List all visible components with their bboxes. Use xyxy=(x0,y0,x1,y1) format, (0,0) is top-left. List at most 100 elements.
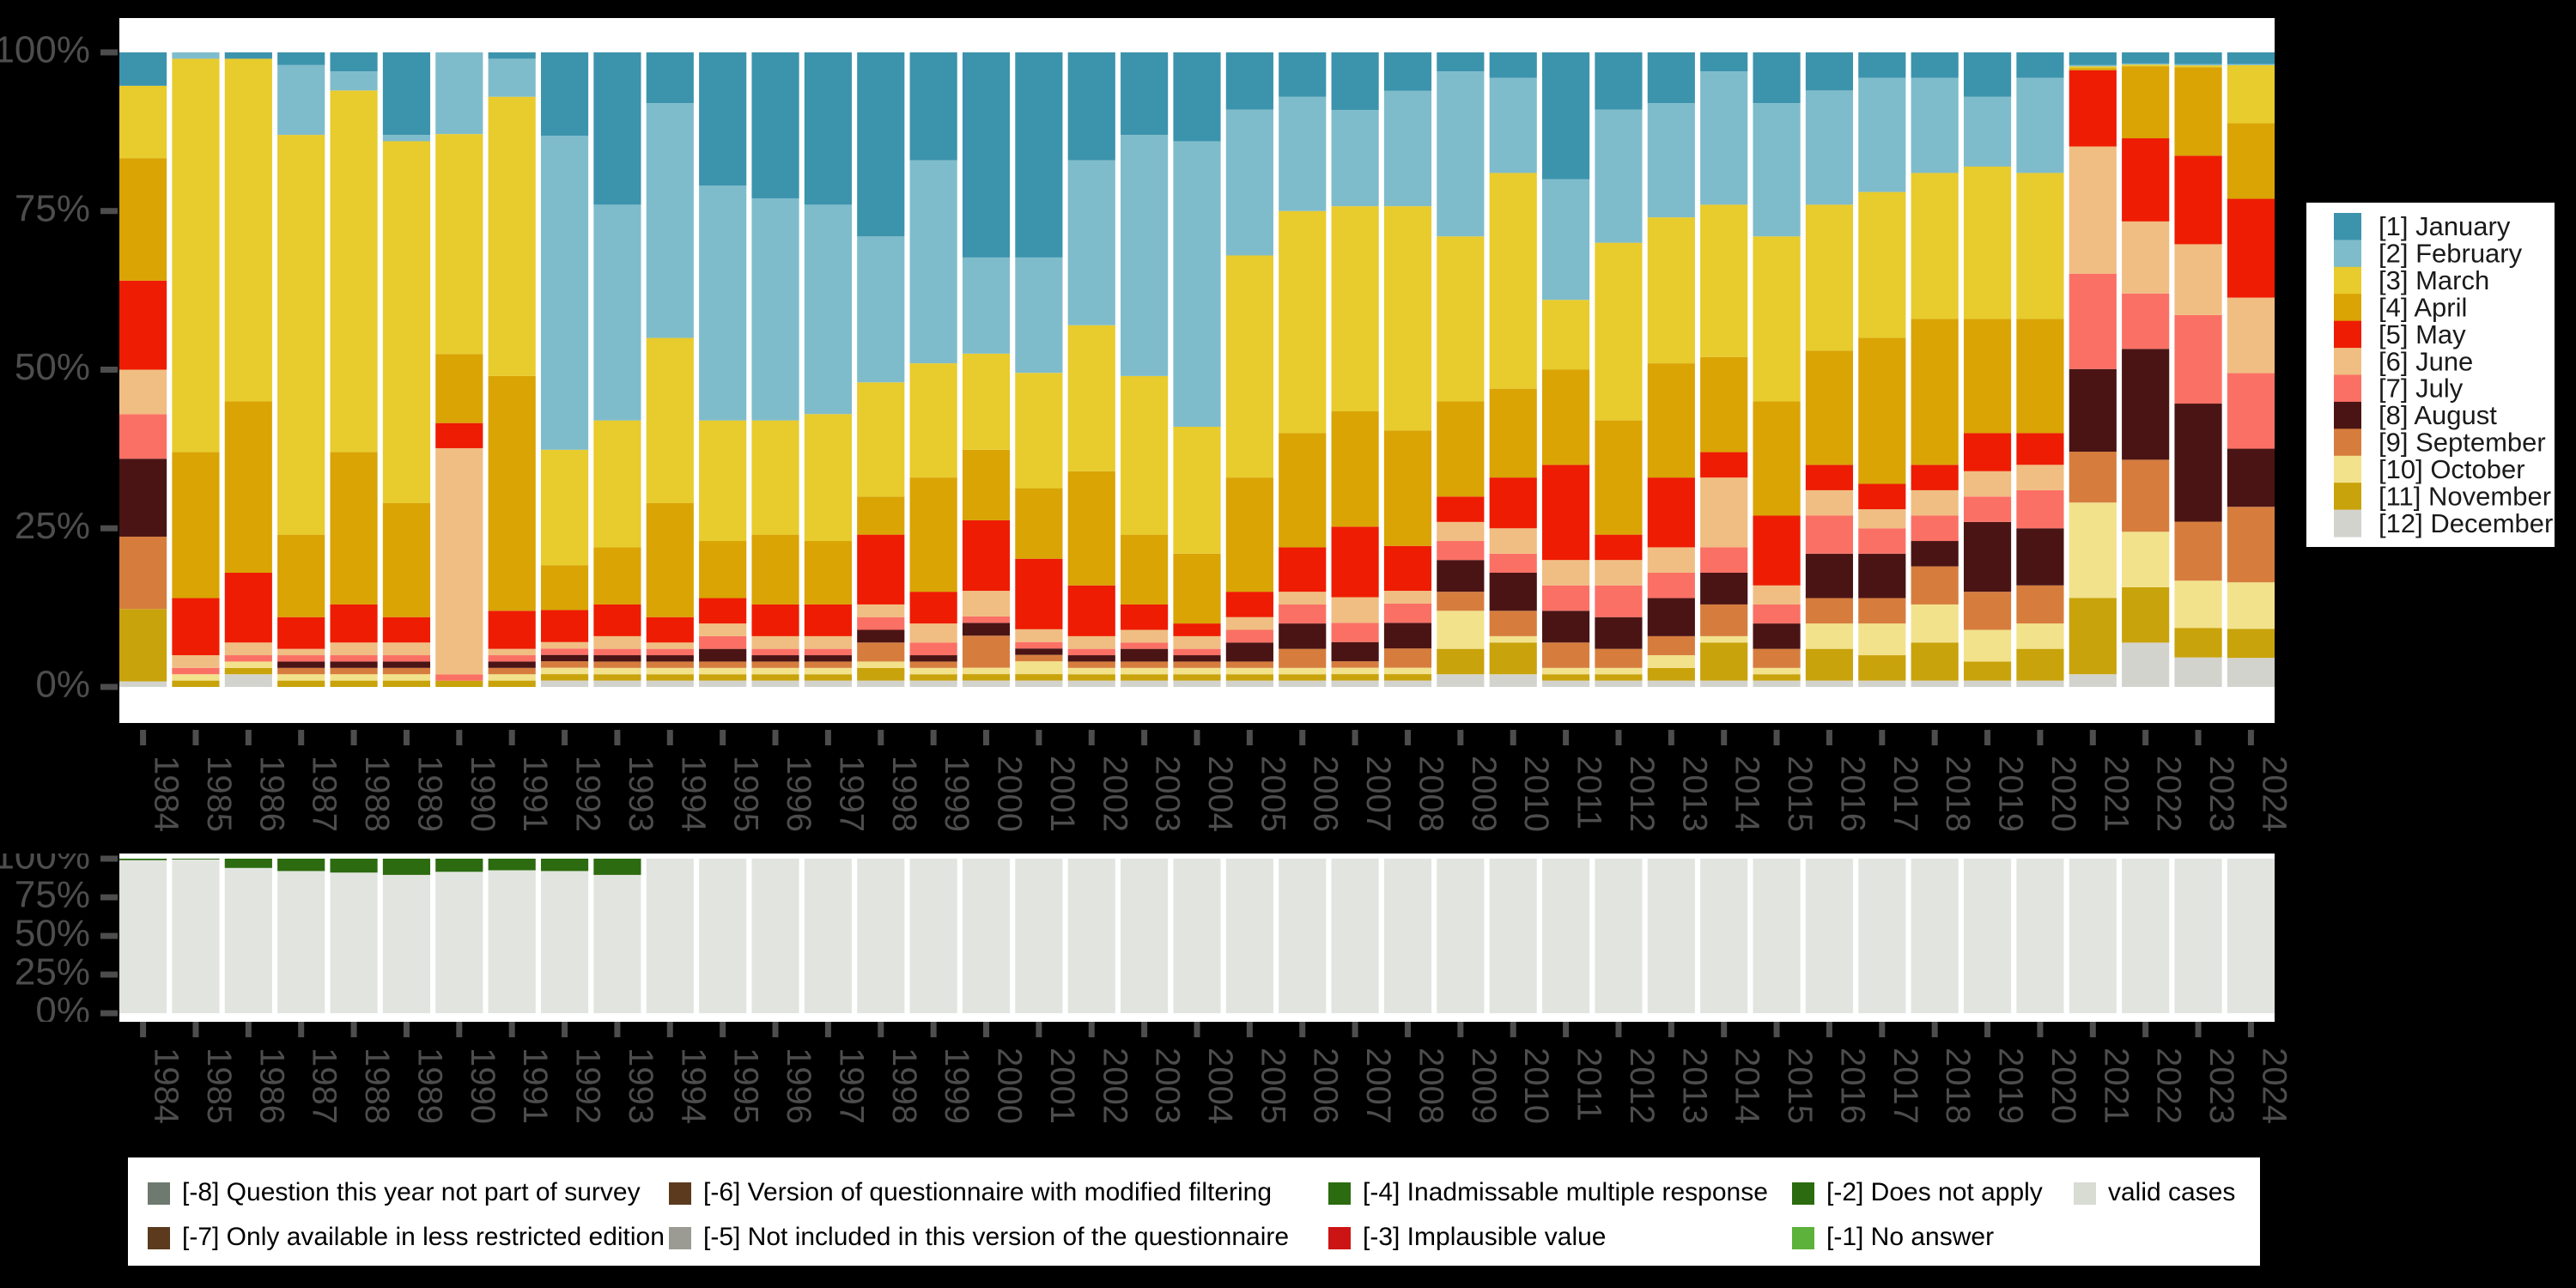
svg-text:2021: 2021 xyxy=(2097,1048,2135,1124)
svg-text:1993: 1993 xyxy=(622,1048,659,1124)
svg-text:1986: 1986 xyxy=(252,1048,290,1124)
svg-text:1995: 1995 xyxy=(727,1048,765,1124)
svg-text:1998: 1998 xyxy=(885,756,923,832)
svg-text:2020: 2020 xyxy=(2044,756,2082,832)
svg-text:2005: 2005 xyxy=(1254,1048,1291,1124)
svg-text:[-5] Not included in this vers: [-5] Not included in this version of the… xyxy=(703,1223,1289,1251)
svg-text:2013: 2013 xyxy=(1675,1048,1713,1124)
svg-text:[10] October: [10] October xyxy=(2379,454,2525,484)
svg-text:2011: 2011 xyxy=(1571,756,1608,829)
svg-text:2003: 2003 xyxy=(1149,1048,1187,1124)
svg-text:[7] July: [7] July xyxy=(2379,374,2464,404)
svg-text:1984: 1984 xyxy=(148,1048,185,1124)
svg-text:1997: 1997 xyxy=(832,1048,870,1124)
svg-text:1985: 1985 xyxy=(200,756,238,832)
svg-text:1989: 1989 xyxy=(410,1048,448,1124)
svg-text:2022: 2022 xyxy=(2150,1048,2188,1124)
svg-text:2024: 2024 xyxy=(2255,1048,2293,1124)
svg-text:2005: 2005 xyxy=(1254,756,1291,832)
svg-text:2000: 2000 xyxy=(991,756,1029,832)
svg-text:1988: 1988 xyxy=(358,1048,396,1124)
svg-text:2001: 2001 xyxy=(1043,756,1081,832)
svg-text:2008: 2008 xyxy=(1412,756,1449,832)
svg-text:1995: 1995 xyxy=(727,756,765,832)
svg-text:[2] February: [2] February xyxy=(2379,239,2523,269)
svg-text:1985: 1985 xyxy=(200,1048,238,1124)
svg-text:2010: 2010 xyxy=(1517,756,1555,832)
svg-text:[11] November: [11] November xyxy=(2379,481,2551,511)
svg-text:1996: 1996 xyxy=(780,1048,817,1124)
svg-text:2001: 2001 xyxy=(1043,1048,1081,1124)
svg-text:[-3] Implausible value: [-3] Implausible value xyxy=(1363,1223,1606,1251)
svg-text:[-2] Does not apply: [-2] Does not apply xyxy=(1826,1178,2043,1206)
svg-text:2021: 2021 xyxy=(2097,756,2135,832)
svg-text:1990: 1990 xyxy=(464,1048,501,1124)
svg-text:2018: 2018 xyxy=(1939,1048,1977,1124)
svg-text:2016: 2016 xyxy=(1833,1048,1871,1124)
svg-text:2006: 2006 xyxy=(1307,1048,1345,1124)
svg-text:2019: 2019 xyxy=(1992,1048,2030,1124)
svg-text:1994: 1994 xyxy=(674,756,712,832)
svg-text:1991: 1991 xyxy=(516,1048,554,1124)
svg-text:1988: 1988 xyxy=(358,756,396,832)
svg-text:[-6] Version of questionnaire: [-6] Version of questionnaire with modif… xyxy=(703,1178,1272,1206)
svg-text:[-8] Question this year not pa: [-8] Question this year not part of surv… xyxy=(182,1178,641,1206)
svg-text:1987: 1987 xyxy=(306,756,343,832)
svg-text:[-4] Inadmissable multiple res: [-4] Inadmissable multiple response xyxy=(1363,1178,1768,1206)
svg-text:2004: 2004 xyxy=(1201,756,1239,832)
svg-text:1996: 1996 xyxy=(780,756,817,832)
svg-text:2014: 2014 xyxy=(1728,1048,1766,1124)
svg-text:[9] September: [9] September xyxy=(2379,428,2546,458)
svg-text:[12] December: [12] December xyxy=(2379,508,2553,538)
svg-text:2015: 2015 xyxy=(1781,756,1819,832)
svg-text:2006: 2006 xyxy=(1307,756,1345,832)
svg-text:[1] January: [1] January xyxy=(2379,211,2511,241)
svg-text:[3] March: [3] March xyxy=(2379,265,2489,295)
svg-text:2007: 2007 xyxy=(1359,1048,1397,1124)
svg-text:1998: 1998 xyxy=(885,1048,923,1124)
svg-text:1989: 1989 xyxy=(410,756,448,832)
svg-text:2023: 2023 xyxy=(2202,756,2240,832)
svg-text:1991: 1991 xyxy=(516,756,554,832)
svg-text:2007: 2007 xyxy=(1359,756,1397,832)
svg-text:1987: 1987 xyxy=(306,1048,343,1124)
svg-text:2018: 2018 xyxy=(1939,756,1977,832)
svg-text:2022: 2022 xyxy=(2150,756,2188,832)
svg-text:valid cases: valid cases xyxy=(2108,1178,2235,1206)
svg-text:2002: 2002 xyxy=(1096,1048,1133,1124)
svg-text:1990: 1990 xyxy=(464,756,501,832)
svg-text:2002: 2002 xyxy=(1096,756,1133,832)
svg-text:2020: 2020 xyxy=(2044,1048,2082,1124)
svg-text:2017: 2017 xyxy=(1886,1048,1924,1124)
svg-text:2014: 2014 xyxy=(1728,756,1766,832)
svg-text:2013: 2013 xyxy=(1675,756,1713,832)
svg-text:2023: 2023 xyxy=(2202,1048,2240,1124)
svg-text:1997: 1997 xyxy=(832,756,870,832)
svg-text:[4] April: [4] April xyxy=(2379,292,2467,322)
svg-text:[6] June: [6] June xyxy=(2379,346,2473,376)
svg-text:[-1] No answer: [-1] No answer xyxy=(1826,1223,1994,1251)
svg-text:1999: 1999 xyxy=(938,756,975,832)
svg-text:2017: 2017 xyxy=(1886,756,1924,832)
svg-text:2012: 2012 xyxy=(1623,756,1661,832)
svg-text:1994: 1994 xyxy=(674,1048,712,1124)
svg-text:2009: 2009 xyxy=(1465,1048,1503,1124)
svg-text:2000: 2000 xyxy=(991,1048,1029,1124)
svg-text:1993: 1993 xyxy=(622,756,659,832)
svg-text:1992: 1992 xyxy=(569,1048,607,1124)
svg-text:1986: 1986 xyxy=(252,756,290,832)
svg-text:2015: 2015 xyxy=(1781,1048,1819,1124)
svg-text:2024: 2024 xyxy=(2255,756,2293,832)
svg-text:[5] May: [5] May xyxy=(2379,319,2466,349)
svg-text:2016: 2016 xyxy=(1833,756,1871,832)
svg-text:1999: 1999 xyxy=(938,1048,975,1124)
svg-text:[-7] Only available in less re: [-7] Only available in less restricted e… xyxy=(182,1223,665,1251)
svg-text:2004: 2004 xyxy=(1201,1048,1239,1124)
svg-text:2008: 2008 xyxy=(1412,1048,1449,1124)
svg-text:2003: 2003 xyxy=(1149,756,1187,832)
svg-text:2011: 2011 xyxy=(1571,1048,1608,1121)
svg-text:2019: 2019 xyxy=(1992,756,2030,832)
svg-text:[8] August: [8] August xyxy=(2379,400,2497,430)
svg-text:1984: 1984 xyxy=(148,756,185,832)
svg-text:2009: 2009 xyxy=(1465,756,1503,832)
